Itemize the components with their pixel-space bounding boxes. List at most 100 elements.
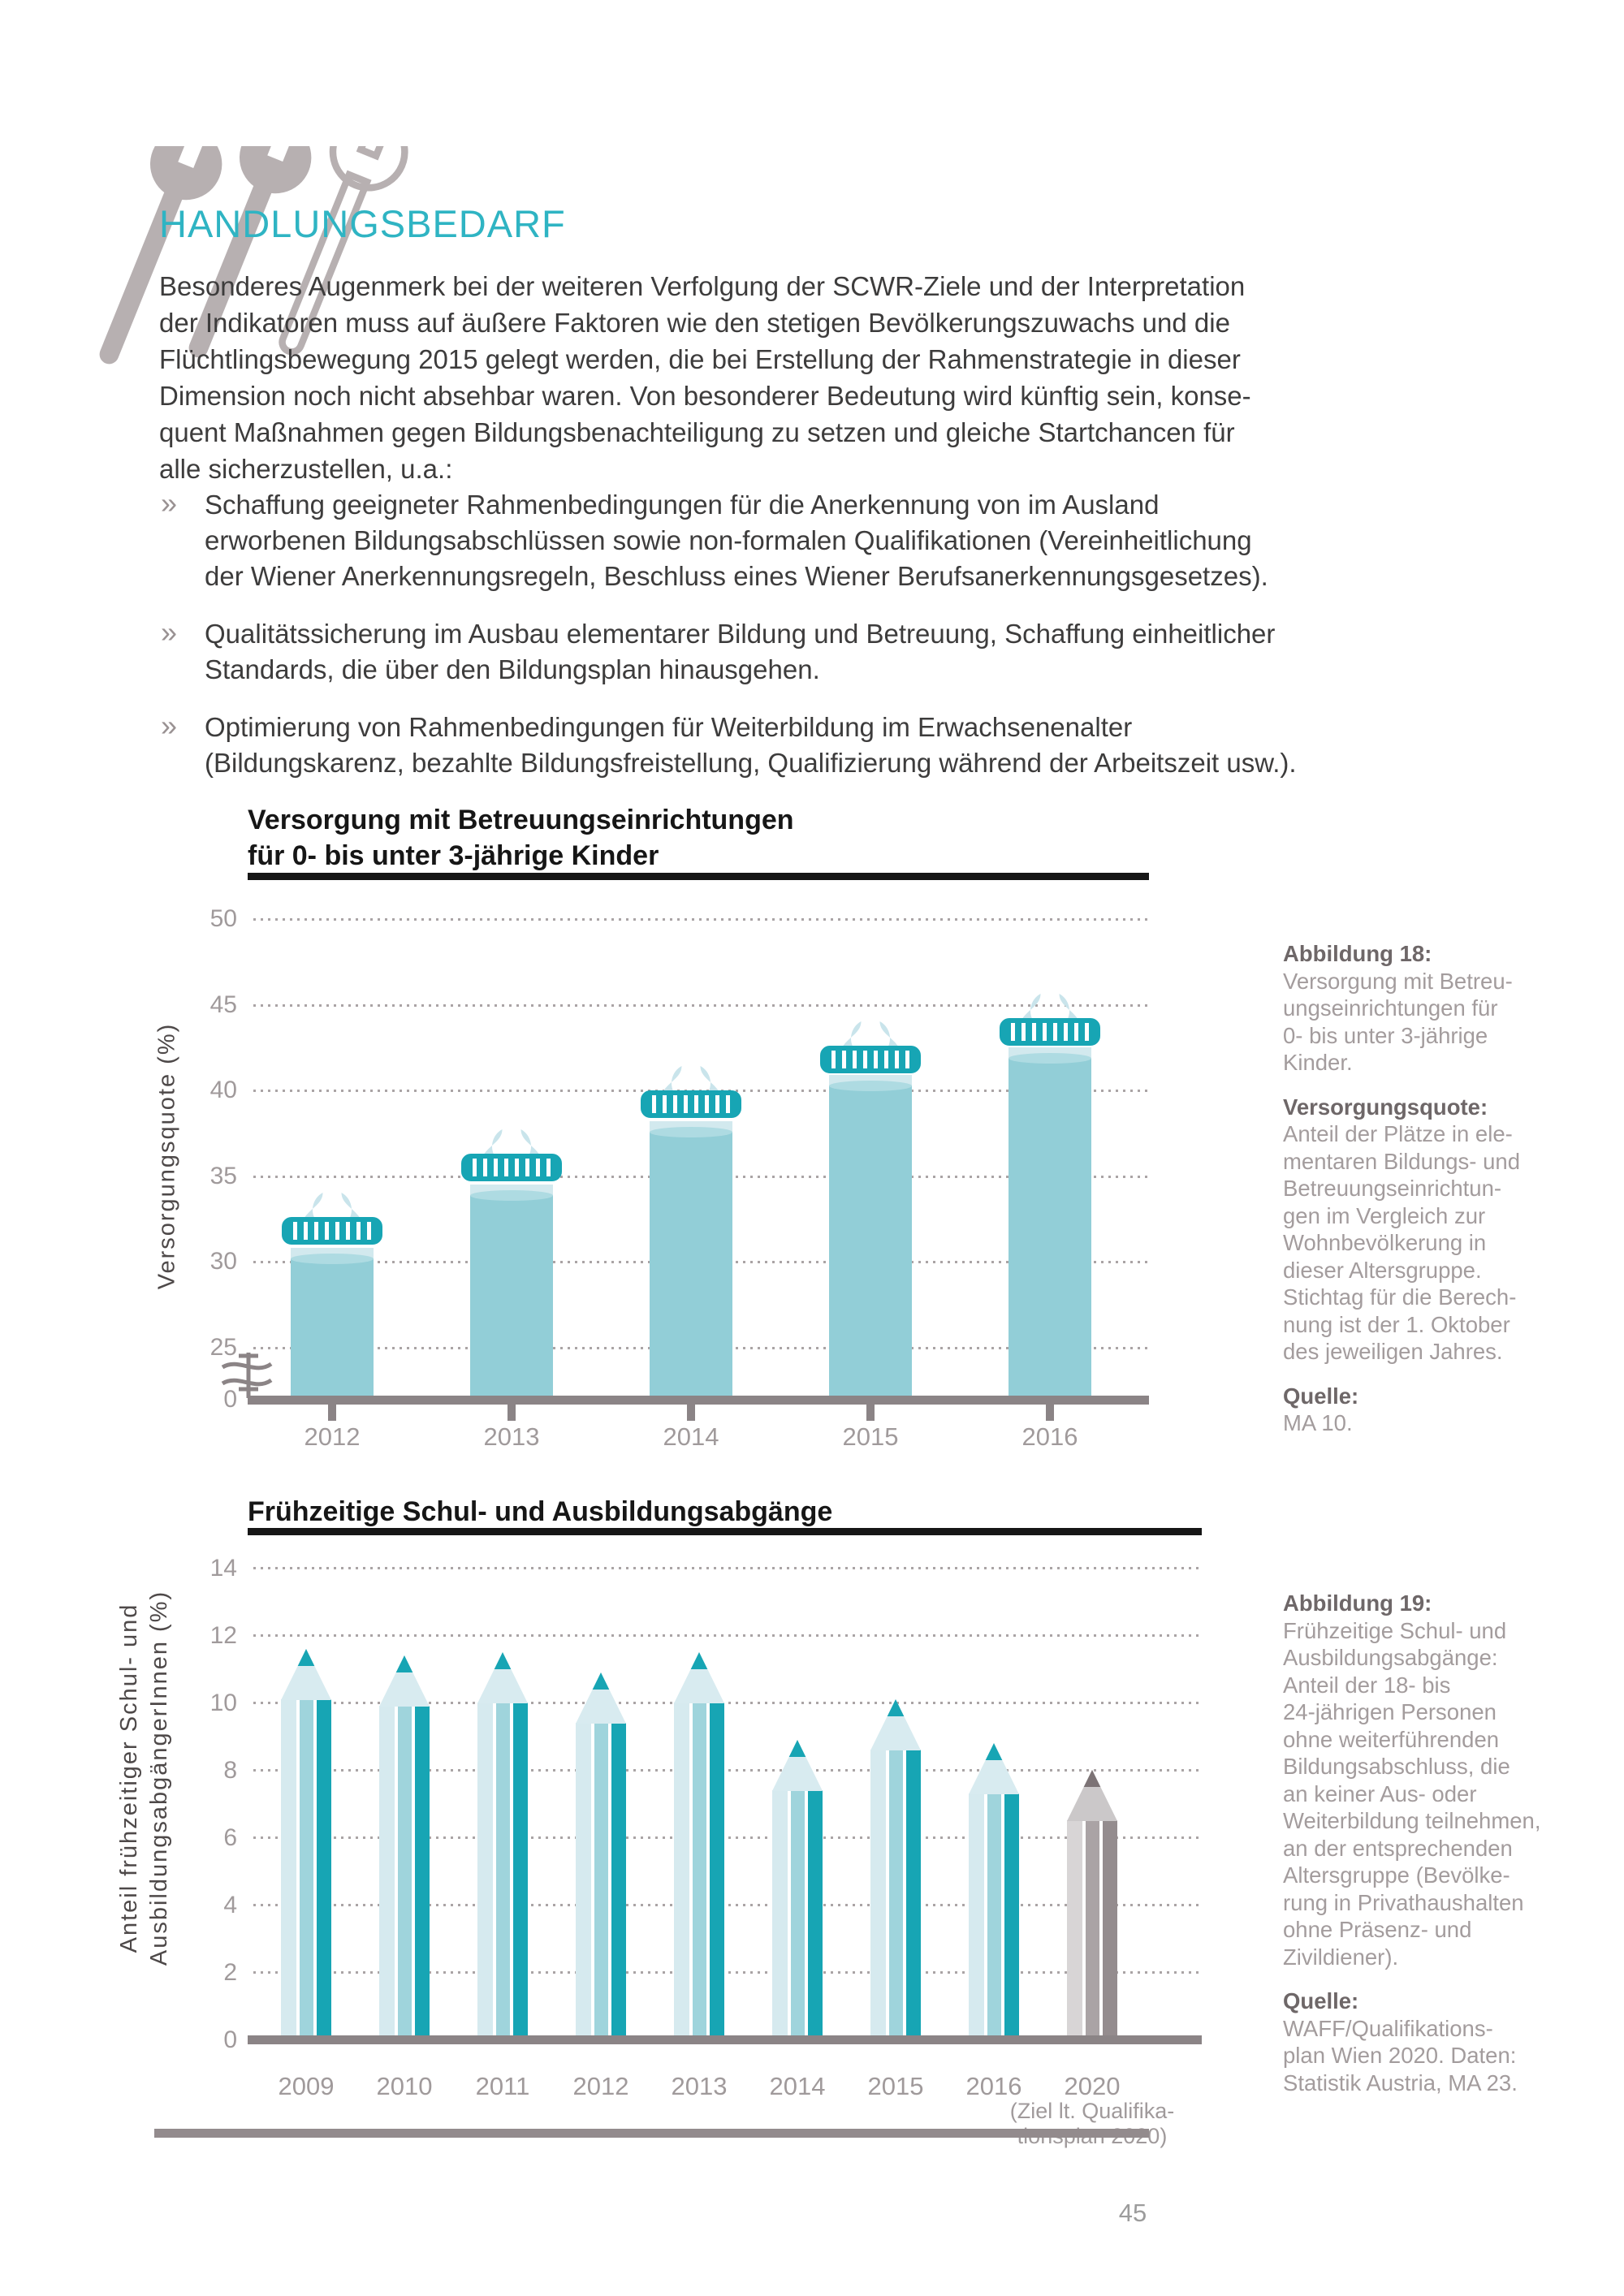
pencil-tip-icon [281, 1648, 331, 1700]
figure-caption-block: Quelle: WAFF/Qualifikations-plan Wien 202… [1283, 1987, 1551, 2096]
page-title: HANDLUNGSBEDARF [159, 202, 566, 245]
bottle-nipple-icon [299, 1155, 365, 1230]
bullet-line: erworbenen Bildungsabschlüssen sowie non… [205, 525, 1252, 555]
y-tick-label: 40 [209, 1077, 237, 1104]
intro-line: quent Maßnahmen gegen Bildungsbenachteil… [159, 417, 1235, 447]
pencil-bar [674, 1703, 724, 2035]
gridline [253, 1971, 1202, 1974]
target-note-line: (Ziel lt. Qualifika- [1009, 2099, 1175, 2123]
figure-caption-line: Anteil der Plätze in ele- [1283, 1121, 1513, 1146]
page-number: 45 [1118, 2199, 1147, 2227]
axis-baseline [248, 1396, 1149, 1405]
y-tick-label: 8 [223, 1757, 237, 1784]
x-tick-label: 2014 [769, 2072, 826, 2100]
x-tick-label: 2013 [483, 1422, 540, 1451]
figure-caption-line: plan Wien 2020. Daten: [1283, 2043, 1517, 2068]
x-tick-label: 2015 [842, 1422, 899, 1451]
pencil-tip-icon [576, 1672, 626, 1724]
plot-area: 50 45 40 35 30 25 0 2012 2013 2014 2015 2016 [0, 796, 1624, 1478]
x-tick-label: 2014 [663, 1422, 719, 1451]
bottle-liquid-surface [1009, 1053, 1091, 1064]
intro-line: der Indikatoren muss auf äußere Faktoren… [159, 308, 1230, 338]
gridline [253, 1904, 1202, 1906]
plot-area: 14 12 10 8 6 4 2 0 2009 2010 2011 2012 2013 2014 2015 2… [0, 1486, 1624, 2168]
bullet-item: » Schaffung geeigneter Rahmenbedingungen … [159, 486, 1297, 594]
wrench-outline-icon [279, 146, 408, 356]
gridline [253, 1836, 1202, 1839]
axis-baseline [248, 2035, 1202, 2044]
wrench-icon [188, 146, 312, 358]
gridline [253, 1702, 1202, 1704]
figure-caption-heading: Abbildung 19: [1283, 1590, 1432, 1616]
bullet-marker-icon: » [161, 615, 178, 649]
pencil-tip-icon [1067, 1770, 1117, 1822]
y-tick-label: 35 [209, 1162, 237, 1189]
axis-tick [1046, 1405, 1054, 1421]
bullet-line: Optimierung von Rahmenbedingungen für We… [205, 712, 1133, 742]
y-tick-label: 45 [209, 990, 237, 1018]
x-tick-label: 2010 [376, 2072, 433, 2100]
intro-paragraph: Besonderes Augenmerk bei der weiteren Ve… [159, 268, 1251, 487]
pencil-bar [772, 1789, 823, 2035]
bottle-cap-icon [641, 1090, 741, 1119]
bottle-bar [650, 1131, 732, 1396]
gridline [253, 918, 1149, 921]
gridline [253, 1769, 1202, 1772]
pencil-bar [379, 1706, 430, 2035]
y-tick-label: 12 [209, 1622, 237, 1649]
figure-caption-line: Betreuungseinrichtun- [1283, 1176, 1502, 1201]
bottle-bar [1009, 1058, 1091, 1396]
pencil-bar [969, 1793, 1019, 2035]
figure-caption-line: dieser Altersgruppe. [1283, 1257, 1482, 1283]
figure-caption-line: WAFF/Qualifikations- [1283, 2015, 1493, 2041]
figure-caption-line: Zivildiener). [1283, 1944, 1399, 1970]
axis-tick [508, 1405, 516, 1421]
figure-caption-line: Anteil der 18- bis [1283, 1672, 1451, 1698]
bottle-cap-icon [282, 1217, 382, 1245]
y-tick-label: 4 [223, 1892, 237, 1918]
gridline [253, 1634, 1202, 1637]
gridline [253, 1003, 1149, 1007]
pencil-bar [1067, 1820, 1117, 2035]
figure-18-caption: Abbildung 18: Versorgung mit Betreu-ungse… [1283, 940, 1551, 1454]
figure-caption-line: 24-jährigen Personen [1283, 1699, 1497, 1724]
figure-caption-heading: Versorgungsquote: [1283, 1094, 1488, 1120]
figure-caption-block: Versorgungsquote: Anteil der Plätze in el… [1283, 1094, 1551, 1366]
axis-break-icon [221, 1353, 273, 1398]
chart-title: Frühzeitige Schul- und Ausbildungsabgäng… [248, 1494, 832, 1530]
intro-line: Dimension noch nicht absehbar waren. Von… [159, 381, 1251, 411]
y-tick-label: 25 [209, 1334, 237, 1361]
pencil-bar [576, 1722, 626, 2035]
y-tick-label: 50 [209, 905, 237, 932]
figure-caption-heading: Abbildung 18: [1283, 941, 1432, 966]
pencil-tip-icon [674, 1652, 724, 1703]
bottle-nipple-icon [1017, 956, 1083, 1031]
figure-caption-line: Kinder. [1283, 1050, 1353, 1075]
figure-caption-block: Abbildung 18: Versorgung mit Betreu-ungse… [1283, 940, 1551, 1077]
figure-caption-line: rung in Privathaushalten [1283, 1889, 1524, 1915]
chart-betreuungseinrichtungen: Versorgung mit Betreuungseinrichtungen f… [0, 796, 1624, 1478]
figure-caption-heading: Quelle: [1283, 1988, 1359, 2013]
x-tick-label: 2013 [671, 2072, 728, 2100]
y-tick-label: 30 [209, 1248, 237, 1275]
bullet-line: Standards, die über den Bildungsplan hin… [205, 654, 820, 684]
bottle-cap-icon [1000, 1018, 1100, 1047]
bullet-list: » Schaffung geeigneter Rahmenbedingungen … [159, 486, 1297, 803]
bottle-liquid-surface [470, 1190, 553, 1202]
gridline [253, 1567, 1202, 1569]
y-tick-label: 0 [223, 2026, 237, 2053]
bottle-nipple-icon [837, 984, 904, 1059]
bullet-line: Qualitätssicherung im Ausbau elementarer… [205, 619, 1276, 649]
x-tick-label: 2012 [572, 2072, 629, 2100]
y-tick-label: 10 [209, 1690, 237, 1716]
bullet-item: » Optimierung von Rahmenbedingungen für W… [159, 709, 1297, 781]
figure-caption-line: Statistik Austria, MA 23. [1283, 2069, 1518, 2095]
bottle-bar [470, 1195, 553, 1396]
bullet-line: (Bildungskarenz, bezahlte Bildungsfreist… [205, 748, 1297, 778]
figure-caption-line: 0- bis unter 3-jährige [1283, 1022, 1488, 1048]
x-tick-label: 2009 [278, 2072, 335, 2100]
figure-19-caption: Abbildung 19: Frühzeitige Schul- und Ausbi… [1283, 1590, 1551, 2113]
pencil-bar [281, 1698, 331, 2035]
figure-caption-line: an keiner Aus- oder [1283, 1780, 1477, 1806]
bottle-cap-icon [820, 1046, 921, 1074]
